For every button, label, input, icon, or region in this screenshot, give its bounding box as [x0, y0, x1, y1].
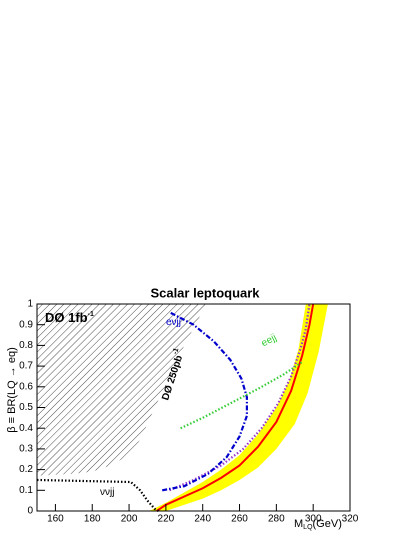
x-tick-label: 320 [342, 514, 359, 525]
limit-curve [169, 303, 311, 492]
x-tick-label: 240 [194, 514, 211, 525]
annotation: eejj [259, 332, 278, 349]
limit-curve [36, 478, 160, 512]
limit-curve [180, 361, 303, 430]
x-tick-label: 300 [305, 514, 322, 525]
limit-curve [156, 303, 315, 512]
y-tick-label: 0.3 [19, 444, 33, 455]
y-tick-label: 0 [27, 506, 33, 517]
chart-title: Scalar leptoquark [150, 285, 260, 300]
x-axis-label: MLQ(GeV) [294, 518, 342, 531]
x-tick-label: 180 [84, 514, 101, 525]
annotation: ννjj [100, 487, 114, 498]
annotation-sup: -1 [88, 311, 94, 318]
x-tick-label: 280 [268, 514, 285, 525]
excluded-region [37, 304, 207, 476]
x-tick-label: 160 [47, 514, 64, 525]
y-tick-label: 1 [27, 299, 33, 310]
y-tick-label: 0.5 [19, 402, 33, 413]
y-tick-label: 0.7 [19, 361, 33, 372]
y-tick-label: 0.1 [19, 485, 33, 496]
annotation-text: ννjj [100, 487, 114, 498]
annotation-text: eejj [259, 332, 278, 349]
y-tick-label: 0.8 [19, 340, 33, 351]
annotation-text: eνjj [166, 317, 181, 328]
annotation: eνjj [166, 317, 181, 328]
annotation: DØ 1fb-1 [45, 310, 94, 325]
x-label-sub: LQ [303, 524, 313, 531]
x-label-unit: (GeV) [313, 518, 342, 530]
y-axis-label: β ≡ BR(LQ → eq) [6, 347, 18, 433]
x-tick-label: 260 [231, 514, 248, 525]
annotation-sup: -1 [172, 347, 181, 355]
x-tick-label: 220 [158, 514, 175, 525]
y-tick-label: 0.9 [19, 319, 33, 330]
x-tick-label: 200 [121, 514, 138, 525]
limit-curve [161, 311, 248, 492]
x-label-main: M [294, 518, 303, 530]
annotation-text: DØ 1fb [45, 310, 88, 325]
y-tick-label: 0.4 [19, 423, 33, 434]
y-tick-label: 0.6 [19, 381, 33, 392]
y-tick-label: 0.2 [19, 464, 33, 475]
